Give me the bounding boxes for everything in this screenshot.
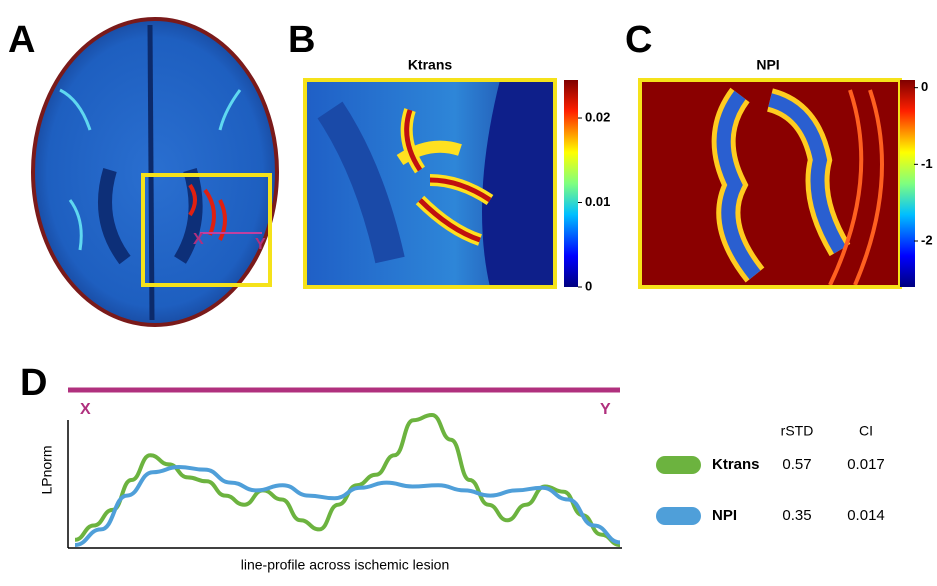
- panel-a: A X Y: [8, 19, 277, 325]
- panel-label: A: [8, 19, 35, 61]
- panel-label: D: [20, 362, 47, 404]
- legend-label: NPI: [712, 507, 737, 524]
- legend-label: Ktrans: [712, 456, 760, 473]
- colorbar-tick-label: -2: [921, 232, 933, 247]
- panel-label: C: [625, 19, 652, 61]
- stat-value: 0.57: [782, 456, 811, 473]
- y-axis-label: LPnorm: [39, 445, 55, 494]
- colorbar-tick-label: -1: [921, 156, 933, 171]
- marker: X: [193, 231, 204, 248]
- colorbar-tick-label: 0.02: [585, 109, 610, 124]
- column-header: CI: [859, 423, 873, 439]
- panel-label: B: [288, 19, 315, 61]
- stat-value: 0.017: [847, 456, 885, 473]
- colorbar-tick-label: 0: [585, 278, 592, 293]
- profile-line: [75, 467, 620, 545]
- column-header: rSTD: [781, 423, 814, 439]
- colorbar-tick-label: 0: [921, 79, 928, 94]
- panel-title: Ktrans: [408, 57, 453, 73]
- figure: A X Y B Ktrans C NPI D X Y LPnorm line-p…: [0, 0, 937, 581]
- stat-value: 0.014: [847, 507, 885, 524]
- marker: Y: [255, 236, 266, 253]
- stat-value: 0.35: [782, 507, 811, 524]
- panel-title: NPI: [756, 57, 779, 73]
- midline: [150, 25, 152, 320]
- marker: Y: [600, 401, 611, 418]
- panel-c: C NPI: [625, 19, 915, 287]
- colorbar: [564, 80, 578, 287]
- colorbar-tick-label: 0.01: [585, 194, 610, 209]
- colorbar: [900, 80, 915, 287]
- panel-b: B Ktrans: [288, 19, 578, 287]
- x-axis-label: line-profile across ischemic lesion: [241, 557, 450, 573]
- profile-line: [75, 415, 620, 545]
- marker: X: [80, 401, 91, 418]
- brain-image: [33, 19, 277, 325]
